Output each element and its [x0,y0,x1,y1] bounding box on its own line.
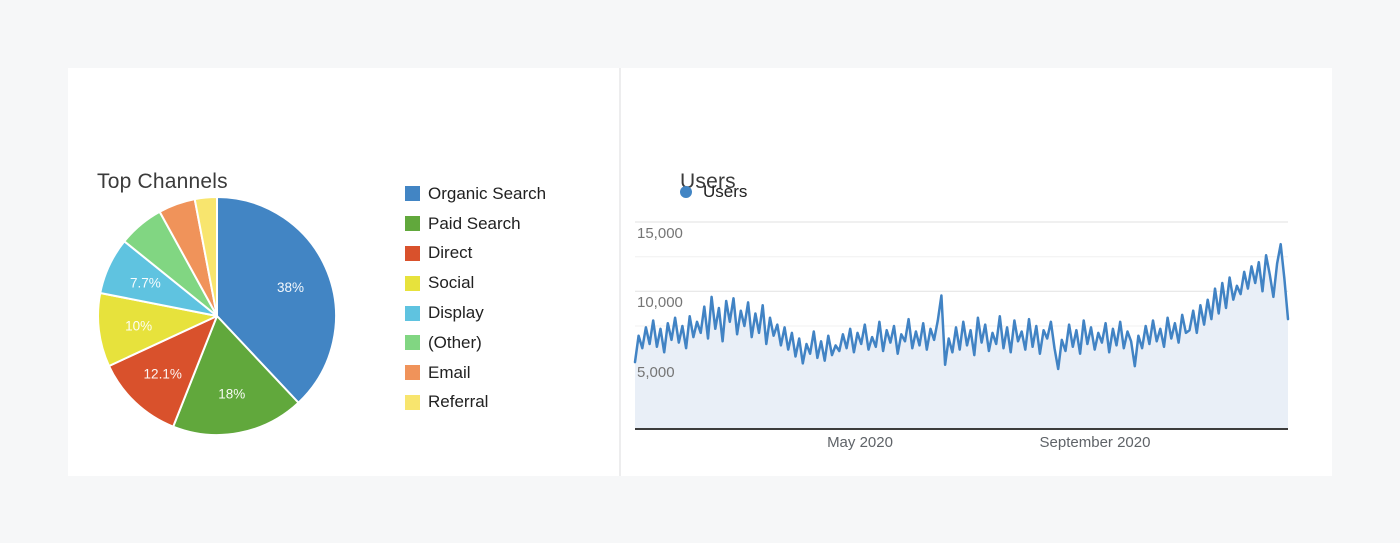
pie-slice-label: 10% [125,318,152,333]
series-dot-icon [680,186,692,198]
legend-item-email: Email [405,358,546,388]
legend-item-referral: Referral [405,388,546,418]
pie-slice-referral[interactable] [193,196,218,317]
y-tick-label: 5,000 [637,364,675,381]
pie-legend: Organic Search Paid Search Direct Social Dis… [405,179,546,417]
pie-slice-label: 7.7% [130,276,161,291]
analytics-dashboard: Top Channels 38% 18% 12.1% 10% 7.7% Organic … [68,68,1332,476]
legend-item-paid-search: Paid Search [405,209,546,239]
users-line-svg [633,221,1290,430]
legend-label: Social [428,273,475,293]
users-series-line[interactable] [633,242,1290,371]
legend-swatch-icon [405,335,420,351]
top-channels-pie-chart[interactable]: 38% 18% 12.1% 10% 7.7% [92,191,342,441]
pie-slice-social[interactable] [97,291,218,367]
legend-item-social: Social [405,268,546,298]
legend-item-display: Display [405,298,546,328]
card-divider [619,68,621,476]
legend-swatch-icon [405,275,420,291]
legend-label: Paid Search [428,213,521,233]
pie-slice-paid-search[interactable] [172,315,300,436]
legend-item-organic-search: Organic Search [405,179,546,209]
legend-item-other: (Other) [405,328,546,358]
y-tick-label: 15,000 [637,225,683,242]
legend-swatch-icon [405,305,420,321]
legend-item-direct: Direct [405,239,546,269]
legend-label: Email [428,362,471,382]
pie-slice-label: 38% [277,280,304,295]
users-card: Users Users 15,000 10,000 5,000 May 2020 Sep… [621,68,1332,476]
x-tick-label: May 2020 [827,434,893,451]
legend-label: Direct [428,243,473,263]
legend-swatch-icon [405,365,420,381]
legend-swatch-icon [405,186,420,202]
users-series-legend: Users [680,182,747,202]
legend-swatch-icon [405,394,420,410]
legend-label: Display [428,303,484,323]
pie-slice-label: 12.1% [144,366,182,381]
users-title: Users [680,170,736,193]
legend-label: Organic Search [428,183,547,203]
top-channels-title: Top Channels [97,170,228,193]
legend-label: (Other) [428,332,482,352]
pie-slice-label: 18% [218,387,245,402]
legend-label: Referral [428,392,489,412]
pie-svg: 38% 18% 12.1% 10% 7.7% [97,196,338,436]
users-line-chart[interactable]: 15,000 10,000 5,000 May 2020 September 2020 [633,208,1290,458]
legend-swatch-icon [405,245,420,261]
top-channels-card: Top Channels 38% 18% 12.1% 10% 7.7% Organic … [68,68,619,476]
x-tick-label: September 2020 [1039,434,1151,451]
pie-slice-organic-search[interactable] [216,196,338,404]
pie-slice-direct[interactable] [108,315,218,428]
y-tick-label: 10,000 [637,294,683,311]
legend-swatch-icon [405,216,420,232]
series-legend-label: Users [703,182,748,201]
